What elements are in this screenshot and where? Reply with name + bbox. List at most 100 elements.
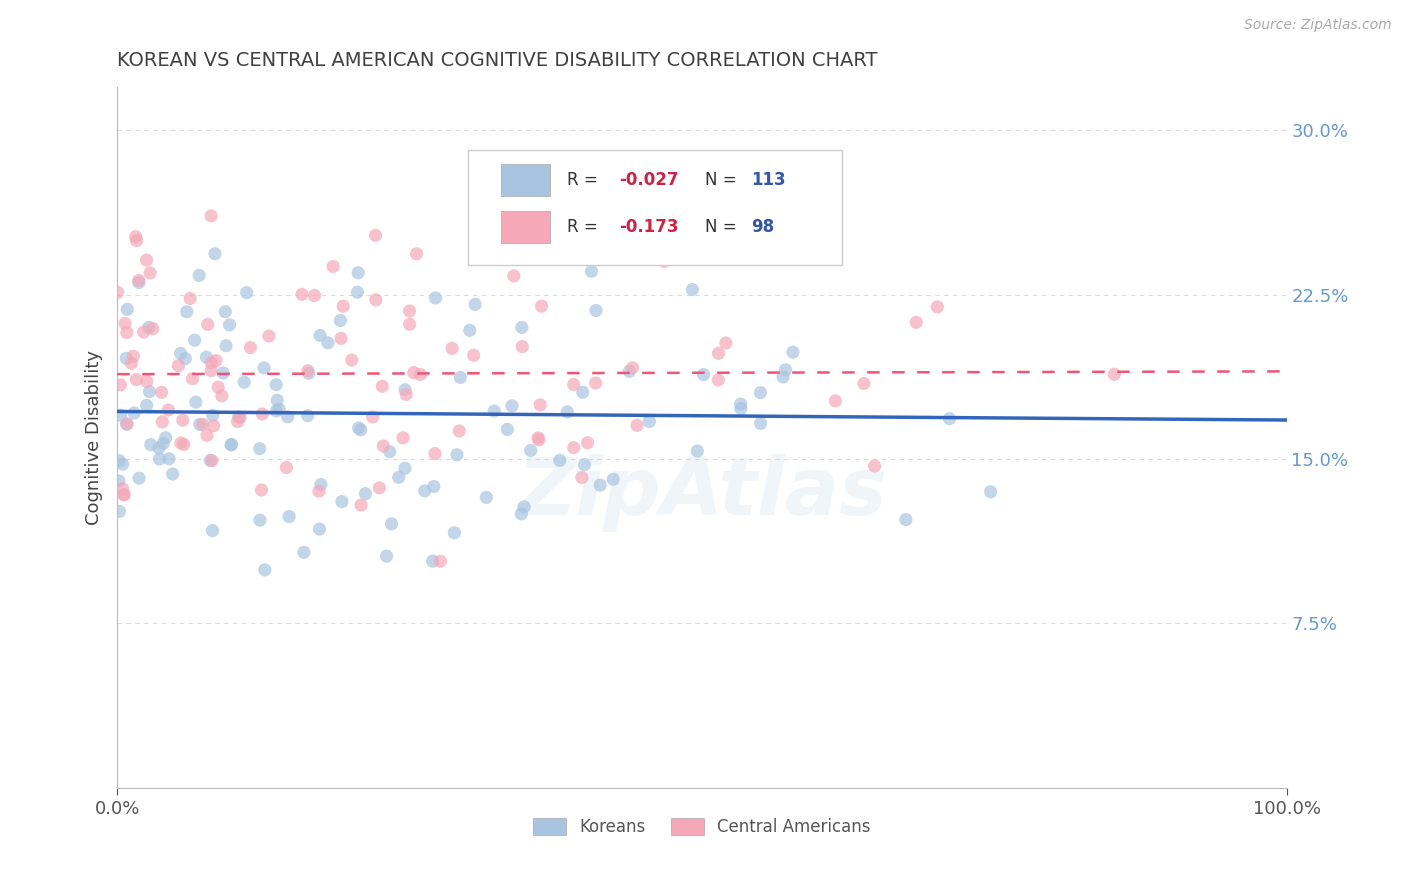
Point	[298, 367, 321, 381]
Point	[218, 318, 240, 332]
Point	[402, 366, 425, 380]
Point	[233, 376, 256, 390]
Text: N =: N =	[706, 170, 742, 189]
Point	[150, 385, 173, 400]
Point	[364, 293, 387, 307]
Point	[350, 423, 373, 437]
Point	[394, 461, 416, 475]
Point	[110, 377, 132, 392]
Point	[423, 446, 446, 460]
Point	[188, 417, 211, 432]
Text: KOREAN VS CENTRAL AMERICAN COGNITIVE DISABILITY CORRELATION CHART: KOREAN VS CENTRAL AMERICAN COGNITIVE DIS…	[117, 51, 877, 70]
Point	[128, 276, 150, 290]
Point	[686, 444, 709, 458]
Point	[852, 376, 875, 391]
Point	[200, 453, 222, 467]
Point	[139, 266, 162, 280]
Point	[562, 441, 585, 455]
Point	[464, 297, 486, 311]
Point	[114, 317, 136, 331]
Point	[184, 395, 207, 409]
Point	[824, 393, 846, 408]
Point	[371, 379, 394, 393]
Point	[277, 409, 299, 424]
Point	[364, 228, 387, 243]
Point	[212, 366, 235, 380]
Point	[905, 315, 928, 329]
Point	[606, 250, 628, 264]
Point	[152, 436, 174, 450]
Point	[581, 264, 603, 278]
Point	[354, 486, 377, 500]
Point	[215, 339, 238, 353]
Point	[188, 268, 211, 283]
Point	[395, 387, 418, 401]
Point	[200, 363, 222, 377]
Point	[692, 368, 714, 382]
Point	[501, 399, 523, 413]
Point	[574, 458, 596, 472]
Point	[139, 438, 162, 452]
Point	[626, 418, 648, 433]
Point	[714, 336, 737, 351]
Point	[562, 377, 585, 392]
Point	[449, 424, 471, 438]
Point	[297, 409, 319, 423]
Y-axis label: Cognitive Disability: Cognitive Disability	[86, 350, 103, 524]
Point	[195, 428, 218, 442]
Point	[169, 346, 191, 360]
Point	[555, 405, 578, 419]
Point	[148, 441, 170, 455]
Point	[226, 415, 249, 429]
Point	[276, 460, 298, 475]
Point	[128, 471, 150, 485]
Point	[380, 516, 402, 531]
Point	[219, 437, 242, 451]
Point	[309, 477, 332, 491]
Text: -0.027: -0.027	[619, 170, 678, 189]
Point	[125, 234, 148, 248]
Point	[155, 431, 177, 445]
Point	[398, 304, 420, 318]
Point	[269, 402, 291, 417]
Text: -0.173: -0.173	[619, 218, 678, 235]
Point	[308, 484, 330, 499]
Point	[167, 359, 190, 373]
Point	[458, 323, 481, 337]
Point	[132, 325, 155, 339]
Text: 98: 98	[751, 218, 775, 235]
Point	[449, 370, 471, 384]
Point	[195, 350, 218, 364]
Point	[346, 285, 368, 300]
Point	[602, 472, 624, 486]
FancyBboxPatch shape	[501, 164, 550, 195]
Point	[179, 292, 201, 306]
Point	[621, 360, 644, 375]
Point	[197, 318, 219, 332]
Point	[205, 353, 228, 368]
Point	[927, 300, 949, 314]
Point	[304, 288, 326, 302]
Text: R =: R =	[568, 170, 603, 189]
Point	[589, 478, 612, 492]
Point	[252, 407, 274, 421]
Text: Source: ZipAtlas.com: Source: ZipAtlas.com	[1244, 18, 1392, 32]
Point	[405, 247, 427, 261]
Point	[527, 431, 550, 445]
Point	[122, 349, 145, 363]
Point	[174, 351, 197, 366]
Point	[863, 458, 886, 473]
Point	[162, 467, 184, 481]
Point	[278, 509, 301, 524]
Point	[938, 411, 960, 425]
Point	[173, 437, 195, 451]
Point	[266, 393, 288, 408]
Point	[200, 356, 222, 370]
FancyBboxPatch shape	[501, 211, 550, 243]
Point	[332, 299, 354, 313]
Point	[249, 442, 271, 456]
Point	[330, 331, 353, 345]
Point	[378, 444, 401, 458]
Text: R =: R =	[568, 218, 603, 235]
Point	[749, 385, 772, 400]
